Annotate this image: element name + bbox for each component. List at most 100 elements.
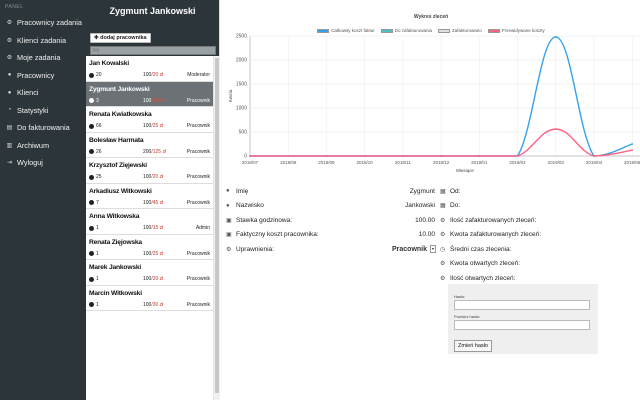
employee-meta: 1 100/30 zł Pracownik [89,302,210,308]
cost-value: /20 zł [151,174,164,180]
users-icon: ● [7,72,12,79]
legend-item[interactable]: Całkowity koszt faktur [317,28,375,33]
employee-name: Arkadiusz Witkowski [89,187,152,195]
hourly-rate-label: Stawka godzinowa: [236,216,293,224]
employee-row[interactable]: Zygmunt Jankowski 3 100/120 zł Pracownik [86,81,213,107]
scrollbar-thumb[interactable] [215,58,219,393]
change-password-button[interactable]: Zmień hasło [454,340,492,352]
employee-role: Pracownik [186,301,210,308]
chart-legend: Całkowity koszt faktur Do zafakturowania Z… [222,28,640,33]
employee-role: Pracownik [186,148,210,155]
nav-item-4[interactable]: ● Klienci [0,84,86,102]
employee-row[interactable]: Anna Witkowska 1 100/15 zł Admin [86,209,213,235]
legend-swatch [487,28,500,33]
task-count-value: 26 [96,148,102,155]
cost-value: /125 zł [151,148,167,155]
employee-row[interactable]: Krzysztof Zięjewski 25 100/20 zł Pracownik [86,158,213,184]
password-repeat-input[interactable] [454,320,590,330]
permissions-label: Uprawnienia: [236,245,274,253]
employee-meta: 3 100/120 zł Pracownik [89,98,210,104]
stat-row: ⚙ Ilość zafakturowanych zleceń: [440,213,640,228]
nav-item-0[interactable]: ⚙ Pracownicy zadania [0,14,86,32]
first-name-row: ● Imię Zygmunt [222,184,438,199]
task-count: 25 [89,174,143,180]
task-count: 1 [89,302,143,308]
cogs-icon: ⚙ [440,217,446,224]
employee-row[interactable]: Marcin Witkowski 1 100/30 zł Pracownik [86,286,213,311]
password-repeat-label: Powtórz hasło: [454,314,481,319]
nav-item-2[interactable]: ⚙ Moje zadania [0,49,86,67]
nav-item-1[interactable]: ⚙ Klienci zadania [0,32,86,50]
x-tick-label: 2018/08 [280,160,297,165]
employee-stats: ▦ Od: ▦ Do: ⚙ Ilość zafakturowanych zleceń: ⚙ K… [440,184,640,286]
legend-label: Całkowity koszt faktur [331,28,375,33]
tasks-icon [89,174,94,180]
nav-item-5[interactable]: ◔ Statystyki [0,102,86,120]
data-point [631,143,634,145]
task-count: 3 [89,98,143,104]
calendar-icon: ▦ [440,188,446,195]
y-tick-label: 2000 [236,58,247,64]
employee-details: ● Imię Zygmunt ● Nazwisko Jankowski ▣ St… [222,184,438,257]
employee-row[interactable]: Renata Kwiatkowska 66 100/25 zł Pracownik [86,107,213,133]
employee-rate: 100/20 zł [143,72,171,78]
stat-row: ⚙ Kwota zafakturowanych zleceń: [440,228,640,243]
nav-item-3[interactable]: ● Pracownicy [0,67,86,85]
chart-title: Wykres zleceń [413,14,449,20]
employee-meta: 1 100/25 zł Pracownik [89,251,210,257]
employee-rate: 100/25 zł [143,123,171,129]
legend-swatch [317,28,330,33]
permissions-select[interactable]: Pracownik [391,245,427,253]
employee-name: Bolesław Harmata [89,136,144,144]
x-tick-label: 2019/04 [586,160,603,165]
stat-label: Do: [450,202,461,210]
employee-row[interactable]: Marek Jankowski 1 100/20 zł Pracownik [86,260,213,286]
tasks-icon [89,72,94,78]
x-tick-label: 2018/11 [395,160,411,165]
y-axis-label: Kwota [228,89,233,102]
employee-meta: 20 100/20 zł Moderator [89,72,210,78]
cost-value: /45 zł [151,199,164,206]
employee-role: Pracownik [186,199,210,206]
task-count: 26 [89,149,143,155]
employee-list-scrollbar[interactable] [213,56,220,400]
hourly-rate-value[interactable]: 100.00 [415,216,435,224]
first-name-value[interactable]: Zygmunt [409,187,435,195]
y-tick-label: 500 [239,130,248,136]
tasks-icon [89,123,94,129]
actual-cost-value[interactable]: 10.00 [418,231,435,239]
y-tick-label: 1500 [236,82,247,88]
employee-row[interactable]: Bolesław Harmata 26 200/125 zł Pracownik [86,133,213,158]
chevron-down-icon[interactable]: ▾ [430,245,436,254]
client-tasks-icon: ⚙ [6,37,13,44]
employee-row[interactable]: Jan Kowalski 20 100/20 zł Moderator [86,56,213,82]
nav-item-7[interactable]: ▥ Archiwum [0,137,86,155]
nav-item-8[interactable]: ⇥ Wyloguj [0,154,86,172]
data-point [325,155,328,157]
legend-label: Zafakturowano [451,28,482,33]
nav-item-6[interactable]: ▤ Do fakturowania [0,119,86,137]
password-input[interactable] [454,300,590,310]
orders-chart: 0 500 1000 1500 2000 2500 2018/07 2018/08 2018/0… [222,0,640,178]
main-nav: PANEL ⚙ Pracownicy zadania ⚙ Klienci zadani… [0,0,86,400]
nav-item-label: Wyloguj [17,158,43,168]
hourly-rate-row: ▣ Stawka godzinowa: 100.00 [222,213,438,228]
employee-row[interactable]: Renata Zięjowska 1 100/25 zł Pracownik [86,235,213,260]
legend-item[interactable]: Przewidywane koszty [487,28,545,33]
employee-row[interactable]: Arkadiusz Witkowski 7 100/45 zł Pracownik [86,184,213,209]
employee-filter-input[interactable] [90,46,216,55]
stat-row: ⚙ Ilość otwartych zleceń: [440,271,640,286]
cost-value: /30 zł [151,301,164,308]
nav-item-label: Pracownicy [17,70,55,80]
user-icon: ● [226,202,230,209]
add-employee-button[interactable]: ✚ dodaj pracownika [90,33,151,43]
rate-value: 100 [143,72,152,78]
change-password-form: Hasło: Powtórz hasło: Zmień hasło [448,284,598,354]
y-tick-label: 1000 [236,106,247,112]
chart-svg: 0 500 1000 1500 2000 2500 2018/07 2018/08 2018/0… [228,34,640,173]
legend-item[interactable]: Do zafakturowania [380,28,432,33]
rate-value: 100 [143,301,152,308]
legend-label: Do zafakturowania [394,28,432,33]
last-name-value[interactable]: Jankowski [405,202,435,210]
legend-item[interactable]: Zafakturowano [437,28,482,33]
